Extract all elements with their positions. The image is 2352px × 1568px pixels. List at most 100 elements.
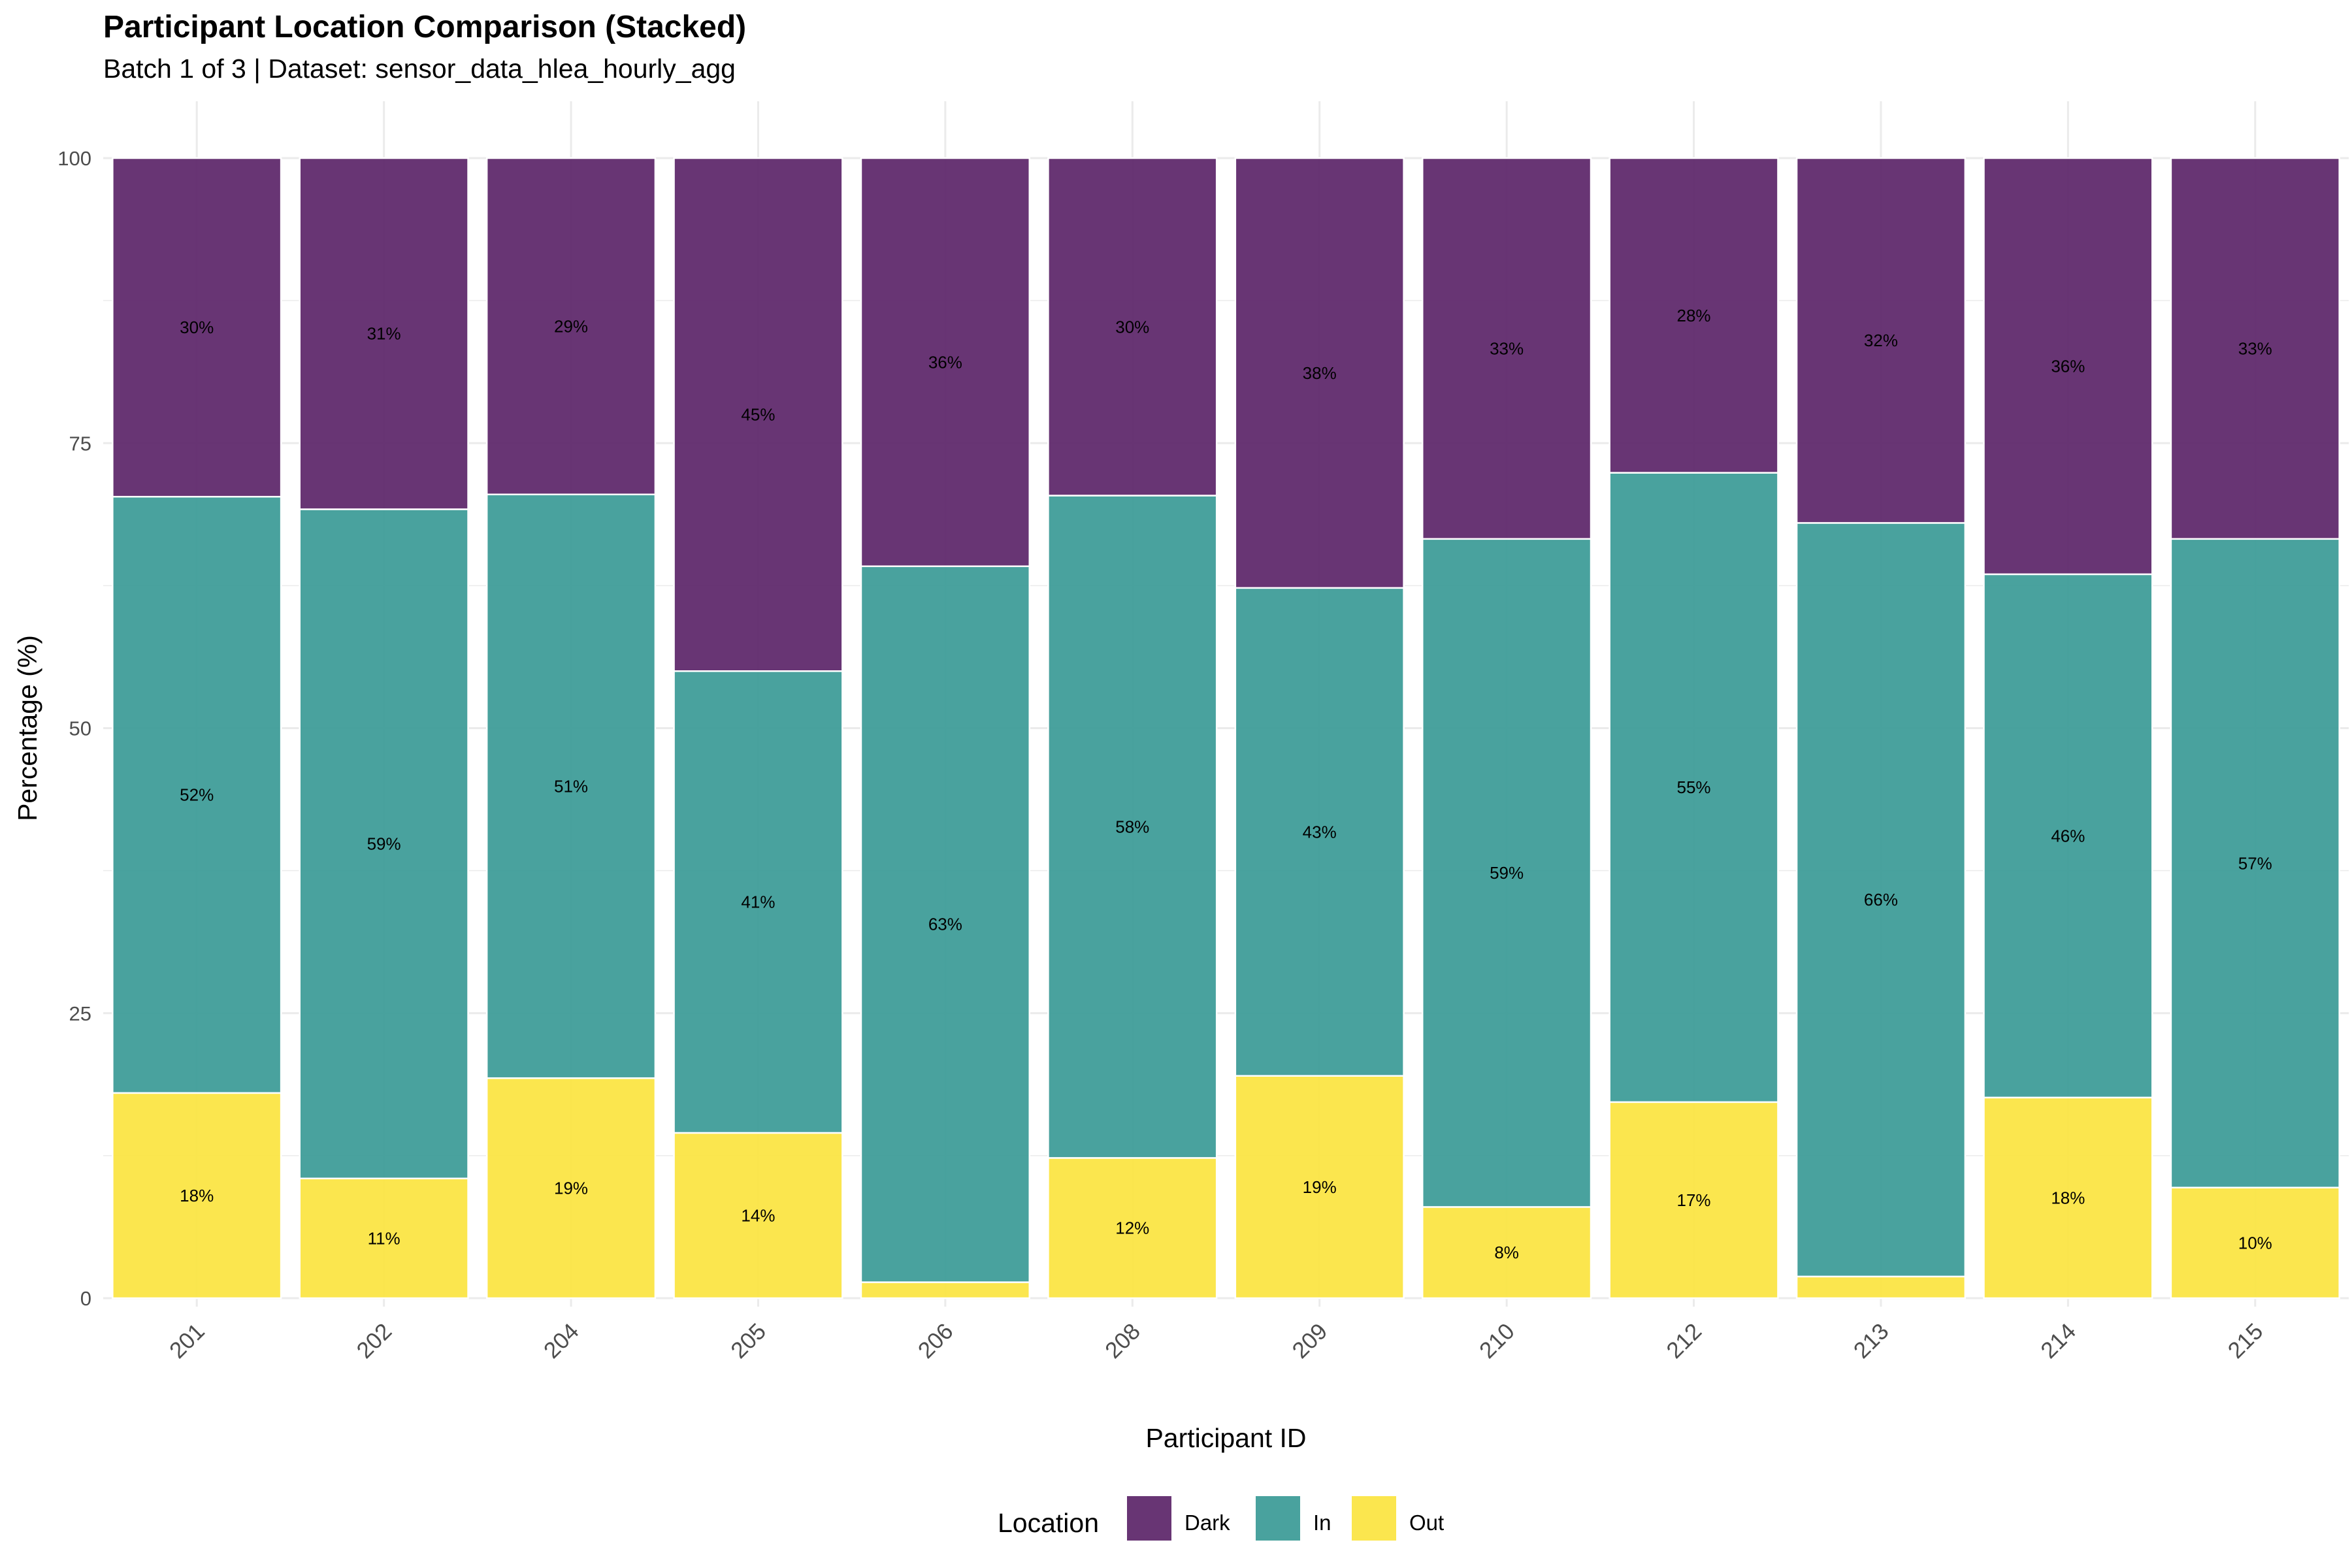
bar-label-out-214: 18% bbox=[2051, 1188, 2085, 1207]
bar-out-212 bbox=[1609, 1101, 1779, 1299]
y-tick-label: 100 bbox=[57, 147, 91, 170]
bar-dark-212 bbox=[1609, 157, 1779, 474]
bar-dark-204 bbox=[485, 157, 657, 496]
y-axis-title: Percentage (%) bbox=[12, 635, 42, 821]
bar-out-209 bbox=[1234, 1075, 1405, 1299]
bar-label-out-202: 11% bbox=[368, 1228, 400, 1248]
legend-label-in: In bbox=[1313, 1511, 1331, 1535]
bar-out-206 bbox=[860, 1281, 1031, 1299]
bar-label-out-215: 10% bbox=[2238, 1233, 2272, 1252]
legend: Location Dark In Out bbox=[998, 1496, 1444, 1541]
bar-dark-213 bbox=[1795, 157, 1967, 524]
legend-key-dark bbox=[1127, 1496, 1171, 1541]
bar-label-in-201: 52% bbox=[180, 785, 214, 805]
bar-out-210 bbox=[1421, 1206, 1592, 1299]
x-tick-label: 212 bbox=[1661, 1318, 1707, 1364]
bar-out-213 bbox=[1795, 1275, 1967, 1299]
bar-label-in-209: 43% bbox=[1303, 822, 1337, 841]
bar-in-215 bbox=[2170, 538, 2340, 1188]
bar-dark-206 bbox=[860, 157, 1031, 567]
bar-label-dark-202: 31% bbox=[367, 324, 401, 344]
x-tick-label: 205 bbox=[726, 1318, 771, 1364]
legend-label-dark: Dark bbox=[1184, 1511, 1230, 1535]
bar-label-dark-215: 33% bbox=[2238, 338, 2272, 358]
bar-out-205 bbox=[673, 1132, 843, 1299]
x-tick-label: 213 bbox=[1849, 1318, 1894, 1364]
bar-in-212 bbox=[1609, 472, 1779, 1103]
bar-label-out-205: 14% bbox=[741, 1205, 775, 1225]
bars-group bbox=[112, 157, 2340, 1299]
y-tick-label: 75 bbox=[69, 432, 91, 455]
bar-dark-210 bbox=[1421, 157, 1592, 540]
bar-dark-209 bbox=[1234, 157, 1405, 589]
legend-title: Location bbox=[998, 1508, 1099, 1538]
bar-label-in-205: 41% bbox=[741, 892, 775, 912]
x-tick-label: 209 bbox=[1287, 1318, 1332, 1364]
bar-out-201 bbox=[112, 1092, 282, 1299]
bar-label-in-215: 57% bbox=[2238, 853, 2272, 873]
bar-in-209 bbox=[1234, 587, 1405, 1077]
x-tick-label: 202 bbox=[351, 1318, 397, 1364]
bar-label-in-204: 51% bbox=[554, 776, 588, 796]
bar-label-out-210: 8% bbox=[1494, 1243, 1519, 1262]
x-tick-label: 201 bbox=[165, 1318, 210, 1364]
bar-label-out-209: 19% bbox=[1303, 1177, 1337, 1197]
bar-label-out-212: 17% bbox=[1677, 1190, 1711, 1210]
legend-label-out: Out bbox=[1409, 1511, 1444, 1535]
chart-subtitle: Batch 1 of 3 | Dataset: sensor_data_hlea… bbox=[103, 54, 736, 84]
bar-in-206 bbox=[860, 565, 1031, 1283]
bar-dark-201 bbox=[112, 157, 282, 498]
y-tick-label: 25 bbox=[69, 1002, 91, 1025]
x-axis-ticks: 201 202 204 205 206 208 209 210 212 213 214 215 bbox=[165, 1318, 2268, 1364]
bar-in-204 bbox=[485, 493, 657, 1079]
bar-label-out-208: 12% bbox=[1115, 1218, 1149, 1238]
bar-dark-215 bbox=[2170, 157, 2340, 540]
bar-labels-group: 18% 52% 30% 11% 59% 31% 19% 51% 29% 14% 41% 45% 63% 3… bbox=[180, 306, 2272, 1262]
bar-label-dark-213: 32% bbox=[1864, 331, 1898, 350]
bar-in-210 bbox=[1421, 538, 1592, 1208]
legend-key-out bbox=[1352, 1496, 1396, 1541]
x-tick-label: 210 bbox=[1475, 1318, 1520, 1364]
bar-out-204 bbox=[485, 1077, 657, 1299]
bar-dark-202 bbox=[299, 157, 469, 510]
bar-out-202 bbox=[299, 1177, 469, 1299]
bar-label-in-208: 58% bbox=[1115, 817, 1149, 836]
bar-label-dark-212: 28% bbox=[1677, 306, 1711, 325]
bar-in-201 bbox=[112, 496, 282, 1094]
bar-label-in-206: 63% bbox=[928, 915, 962, 934]
bar-in-205 bbox=[673, 670, 843, 1134]
bar-dark-208 bbox=[1047, 157, 1218, 497]
bar-out-214 bbox=[1983, 1096, 2153, 1299]
bar-label-dark-208: 30% bbox=[1115, 317, 1149, 336]
bar-label-in-210: 59% bbox=[1490, 863, 1524, 883]
x-tick-label: 208 bbox=[1100, 1318, 1145, 1364]
bar-label-dark-206: 36% bbox=[928, 352, 962, 372]
bar-label-out-204: 19% bbox=[554, 1179, 588, 1198]
bar-label-out-201: 18% bbox=[180, 1186, 214, 1205]
legend-key-in bbox=[1256, 1496, 1300, 1541]
bar-in-213 bbox=[1795, 522, 1967, 1278]
x-axis-title: Participant ID bbox=[1145, 1423, 1306, 1453]
x-tick-label: 206 bbox=[913, 1318, 958, 1364]
bar-in-208 bbox=[1047, 495, 1218, 1159]
y-axis-ticks: 0 25 50 75 100 bbox=[57, 147, 91, 1310]
bar-in-214 bbox=[1983, 573, 2153, 1099]
bar-label-dark-214: 36% bbox=[2051, 356, 2085, 376]
x-tick-label: 215 bbox=[2223, 1318, 2268, 1364]
bar-label-dark-210: 33% bbox=[1490, 338, 1524, 358]
chart-title: Participant Location Comparison (Stacked… bbox=[103, 10, 747, 44]
bar-out-208 bbox=[1047, 1157, 1218, 1299]
bar-dark-205 bbox=[673, 157, 843, 672]
bar-label-dark-201: 30% bbox=[180, 318, 214, 337]
x-tick-label: 214 bbox=[2036, 1318, 2081, 1364]
bar-label-in-202: 59% bbox=[367, 834, 401, 854]
bar-dark-214 bbox=[1983, 157, 2153, 576]
bar-label-dark-205: 45% bbox=[741, 405, 775, 425]
bar-in-202 bbox=[299, 508, 469, 1180]
y-tick-label: 0 bbox=[80, 1287, 91, 1310]
bar-label-dark-204: 29% bbox=[554, 316, 588, 336]
bar-label-in-214: 46% bbox=[2051, 826, 2085, 845]
y-tick-label: 50 bbox=[69, 717, 91, 740]
bar-label-dark-209: 38% bbox=[1303, 363, 1337, 383]
bar-label-in-212: 55% bbox=[1677, 777, 1711, 797]
